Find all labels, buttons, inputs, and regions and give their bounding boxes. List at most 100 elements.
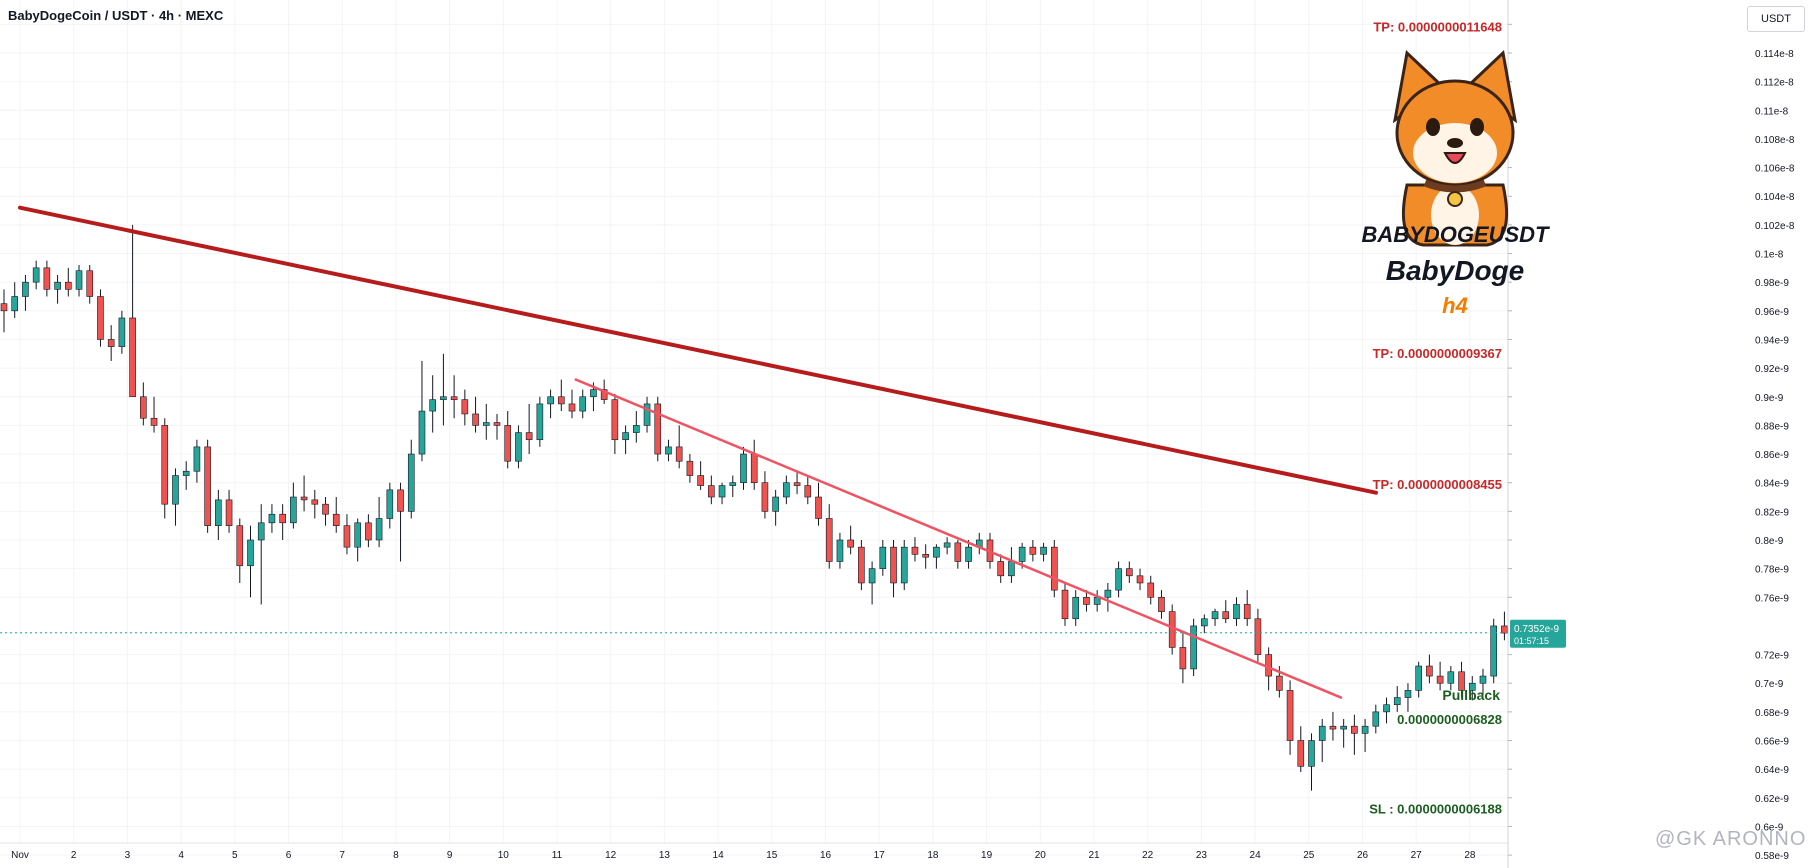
time-tick-label: Nov [11, 850, 29, 861]
candle-body [1415, 665, 1422, 691]
candle-body [440, 396, 447, 400]
candle-body [965, 546, 972, 562]
candle-body [1254, 618, 1262, 655]
candle [1008, 547, 1015, 583]
candle [890, 539, 897, 598]
candle-body [911, 546, 919, 555]
candle-body [1136, 575, 1144, 584]
author-watermark: @GK ARONNO [1655, 828, 1807, 850]
time-tick-label: 12 [605, 850, 617, 861]
candle [1404, 683, 1412, 712]
time-tick-label: 2 [71, 850, 77, 861]
candle-body [140, 396, 147, 419]
candle [868, 561, 876, 605]
pullback-title: Pullback [1442, 687, 1500, 703]
candle-body [633, 425, 640, 433]
candle [675, 425, 683, 469]
candle [215, 489, 222, 540]
candle-body [97, 296, 104, 340]
candle-body [611, 399, 619, 441]
levels[interactable]: TP: 0.0000000011648 TP: 0.0000000009367 TP… [1369, 16, 1568, 817]
candle-body [557, 396, 565, 405]
candle-body [890, 546, 897, 584]
major-trendline [18, 205, 1378, 495]
price-tick-label: 0.94e-9 [1755, 335, 1789, 346]
currency-selector[interactable]: USDT [1747, 6, 1805, 32]
candle-body [1040, 546, 1047, 555]
time-tick-label: 6 [286, 850, 292, 861]
candle-body [322, 503, 329, 515]
candle [557, 379, 565, 412]
candle-body [536, 403, 544, 441]
candle-body [1426, 665, 1433, 677]
candle [1318, 719, 1326, 763]
candle-body [761, 482, 769, 512]
candle-body [847, 539, 854, 548]
candle [461, 389, 469, 426]
candle-body [418, 410, 426, 455]
price-tick-label: 0.68e-9 [1755, 708, 1789, 719]
candle-body [193, 446, 201, 472]
price-tick-label: 0.108e-8 [1755, 135, 1795, 146]
candle [815, 482, 822, 526]
last-price-value: 0.7352e-9 [1514, 624, 1559, 635]
candle-body [515, 432, 522, 462]
candle [429, 375, 436, 433]
price-tick-label: 0.104e-8 [1755, 192, 1795, 203]
dog-eye-right [1470, 118, 1484, 136]
candle [407, 439, 415, 519]
candle [697, 461, 704, 490]
candle [1147, 575, 1155, 605]
time-tick-label: 9 [447, 850, 453, 861]
time-tick-label: 18 [927, 850, 939, 861]
price-tick-label: 0.11e-8 [1755, 106, 1789, 117]
candle-body [643, 403, 651, 426]
candle-body [654, 403, 662, 455]
candle [22, 275, 29, 311]
price-tick-label: 0.102e-8 [1755, 221, 1795, 232]
dog-nose [1447, 138, 1463, 148]
candle [472, 396, 479, 433]
candle [86, 264, 94, 304]
candle-body [11, 296, 19, 312]
candle-body [375, 518, 383, 541]
candle-body [1297, 740, 1305, 767]
candle [1158, 590, 1165, 619]
time-tick-label: 15 [766, 850, 778, 861]
price-tick-label: 0.92e-9 [1755, 364, 1789, 375]
candle-body [300, 496, 308, 501]
candle [1329, 711, 1337, 741]
candle [1061, 582, 1069, 626]
candle-body [1050, 546, 1058, 591]
candle-body [450, 396, 458, 400]
candle-body [1115, 568, 1122, 591]
price-tick-label: 0.86e-9 [1755, 450, 1789, 461]
candle [1083, 590, 1090, 612]
candle-body [943, 542, 951, 548]
tp1-label: TP: 0.0000000008455 [1373, 477, 1502, 492]
candle [279, 504, 286, 540]
time-axis[interactable]: Nov 2 3 4 5 6 7 8 9 10 11 12 13 14 15 16 17 18 19 20 21 22 23 2… [0, 842, 1508, 861]
minor-trendline [574, 378, 1343, 699]
candle [129, 224, 136, 398]
candle [332, 497, 340, 533]
candle-body [1404, 690, 1412, 698]
candle [858, 539, 865, 591]
candle [783, 475, 790, 505]
candle-body [1458, 671, 1465, 691]
candle-body [1318, 725, 1326, 741]
candle [611, 393, 619, 455]
candle [1104, 582, 1112, 612]
candle [440, 353, 447, 426]
candle-body [22, 281, 29, 297]
candle-body [568, 403, 576, 412]
candle [140, 382, 147, 426]
trendlines[interactable] [18, 205, 1378, 699]
candle [97, 289, 104, 347]
time-tick-label: 19 [981, 850, 993, 861]
candle [825, 504, 833, 569]
candle-body [1447, 671, 1455, 684]
